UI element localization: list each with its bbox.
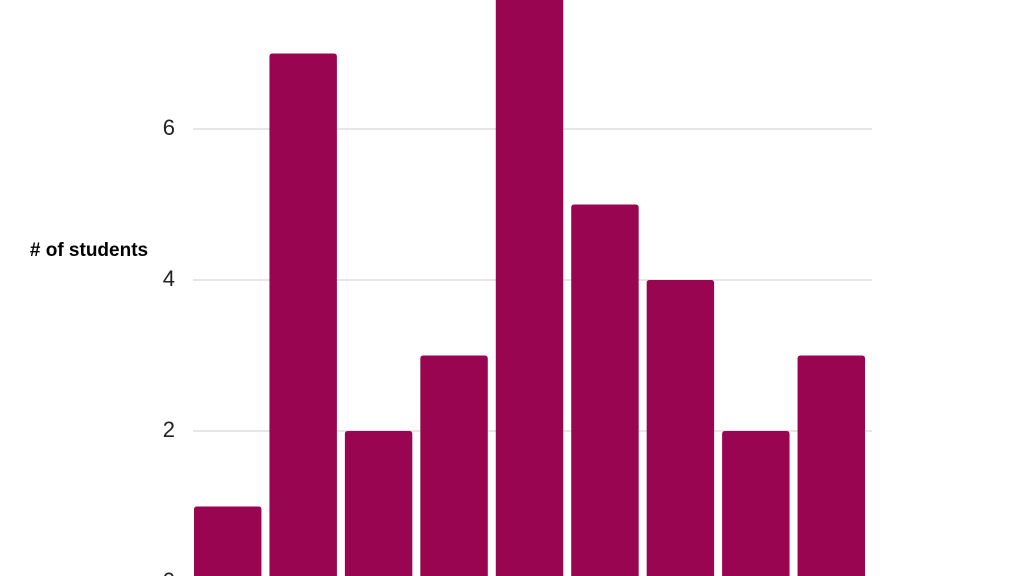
y-tick-label: 6 bbox=[163, 115, 175, 140]
bar bbox=[269, 53, 337, 576]
y-tick-label: 4 bbox=[163, 266, 175, 291]
y-axis-label: # of students bbox=[30, 240, 148, 261]
bar bbox=[571, 204, 639, 576]
bar bbox=[797, 355, 865, 576]
bar bbox=[420, 355, 488, 576]
y-tick-label: 0 bbox=[163, 568, 175, 576]
bar bbox=[495, 0, 564, 576]
bar bbox=[344, 431, 413, 576]
y-tick-label: 2 bbox=[163, 417, 175, 442]
bar bbox=[646, 280, 715, 576]
bar bbox=[722, 431, 790, 576]
bar bbox=[194, 506, 262, 576]
